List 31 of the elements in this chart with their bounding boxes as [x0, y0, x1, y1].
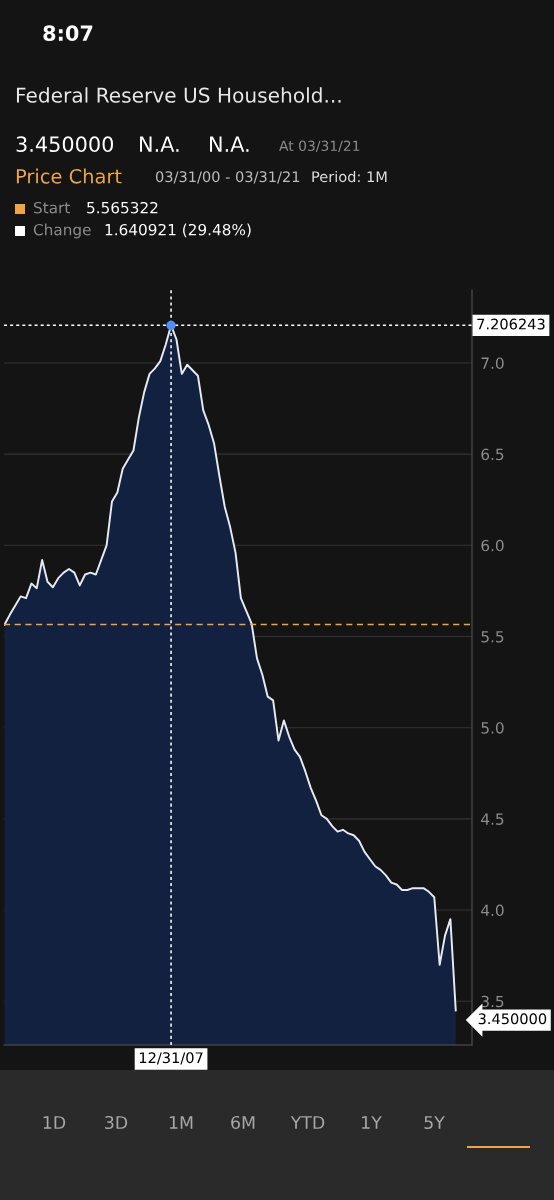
text: 1.640921 (29.48%)	[105, 223, 251, 238]
y-tick-label: 4.0	[481, 904, 504, 917]
text: Price Chart	[16, 168, 122, 184]
text: 1M	[169, 1116, 193, 1129]
y-tick-label: 7.0	[481, 357, 504, 369]
text: YTD	[290, 1116, 325, 1129]
x-tick-label: 12/31/07	[139, 1052, 203, 1065]
text: N.A.	[210, 136, 249, 152]
text: 5Y	[424, 1116, 445, 1130]
text: 03/31/00 - 03/31/21	[155, 171, 300, 184]
y-tick-label: 4.5	[481, 813, 504, 825]
y-tick-label: 6.5	[481, 448, 504, 461]
y-tick-label: 3.5	[481, 995, 504, 1008]
text: Start	[34, 201, 70, 214]
text: Change	[33, 223, 91, 239]
text: Period: 1M	[312, 170, 387, 183]
text: 8:07	[43, 25, 93, 42]
ref-line-label: 7.206243	[477, 318, 545, 330]
text: 1Y	[362, 1116, 382, 1129]
text: 1D	[43, 1116, 66, 1129]
text: 3.450000	[478, 1013, 547, 1025]
chart-title: Federal Reserve US Household...	[16, 87, 341, 103]
text: N.A.	[140, 136, 179, 152]
text: At 03/31/21	[279, 140, 360, 153]
text: 3.450000	[16, 136, 114, 153]
text: 6M	[231, 1115, 255, 1130]
y-tick-label: 5.5	[481, 631, 504, 643]
text: 5.565322	[87, 201, 158, 214]
y-tick-label: 6.0	[481, 539, 504, 552]
y-tick-label: 5.0	[481, 722, 504, 734]
text: 3D	[105, 1115, 128, 1130]
